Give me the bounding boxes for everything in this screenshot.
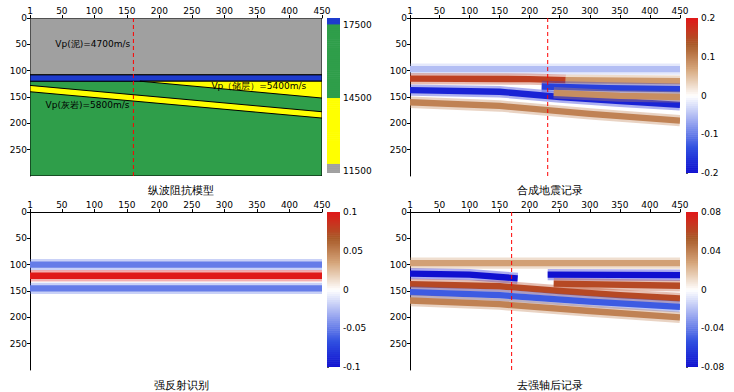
svg-text:0: 0 — [401, 207, 407, 217]
svg-text:0: 0 — [701, 91, 707, 101]
svg-text:1: 1 — [27, 200, 33, 210]
svg-text:纵波阻抗模型: 纵波阻抗模型 — [148, 184, 214, 197]
svg-text:200: 200 — [151, 200, 168, 210]
svg-text:300: 300 — [216, 6, 233, 16]
svg-text:450: 450 — [671, 200, 688, 210]
svg-text:1: 1 — [407, 200, 413, 210]
svg-text:强反射识别: 强反射识别 — [154, 379, 209, 392]
svg-text:200: 200 — [10, 118, 27, 128]
svg-text:合成地震记录: 合成地震记录 — [517, 184, 583, 197]
svg-text:17500: 17500 — [343, 20, 372, 30]
svg-text:-0.04: -0.04 — [701, 323, 725, 333]
svg-text:0.2: 0.2 — [701, 13, 715, 23]
svg-text:50: 50 — [16, 233, 28, 243]
svg-text:150: 150 — [118, 200, 135, 210]
svg-text:0.08: 0.08 — [701, 207, 721, 217]
svg-text:300: 300 — [216, 200, 233, 210]
svg-text:-0.2: -0.2 — [701, 168, 719, 178]
svg-text:1: 1 — [27, 6, 33, 16]
svg-text:50: 50 — [396, 233, 408, 243]
svg-text:150: 150 — [118, 6, 135, 16]
svg-text:350: 350 — [611, 6, 628, 16]
svg-text:150: 150 — [10, 286, 27, 296]
svg-text:450: 450 — [313, 6, 330, 16]
svg-text:150: 150 — [491, 6, 508, 16]
svg-text:400: 400 — [281, 6, 298, 16]
svg-text:250: 250 — [390, 145, 407, 155]
svg-text:14500: 14500 — [343, 93, 372, 103]
svg-text:50: 50 — [396, 39, 408, 49]
svg-text:150: 150 — [10, 92, 27, 102]
svg-text:250: 250 — [183, 200, 200, 210]
svg-text:150: 150 — [390, 286, 407, 296]
svg-text:200: 200 — [10, 312, 27, 322]
svg-text:Vp(灰岩)=5800m/s: Vp(灰岩)=5800m/s — [46, 100, 130, 110]
svg-text:200: 200 — [521, 6, 538, 16]
svg-text:0.04: 0.04 — [701, 246, 721, 256]
svg-text:250: 250 — [10, 145, 27, 155]
svg-text:100: 100 — [461, 200, 478, 210]
svg-text:250: 250 — [390, 339, 407, 349]
svg-text:100: 100 — [10, 260, 27, 270]
svg-text:300: 300 — [581, 6, 598, 16]
svg-text:-0.05: -0.05 — [343, 323, 366, 333]
svg-text:100: 100 — [10, 66, 27, 76]
svg-text:50: 50 — [56, 200, 68, 210]
svg-text:150: 150 — [390, 92, 407, 102]
svg-text:100: 100 — [461, 6, 478, 16]
svg-text:100: 100 — [86, 200, 103, 210]
svg-text:50: 50 — [434, 6, 446, 16]
svg-text:350: 350 — [611, 200, 628, 210]
svg-text:1: 1 — [407, 6, 413, 16]
svg-text:100: 100 — [390, 66, 407, 76]
svg-text:250: 250 — [10, 339, 27, 349]
svg-text:去强轴后记录: 去强轴后记录 — [517, 379, 583, 392]
svg-text:Vp（储层）=5400m/s: Vp（储层）=5400m/s — [211, 81, 306, 91]
svg-text:0: 0 — [401, 13, 407, 23]
svg-text:300: 300 — [581, 200, 598, 210]
svg-text:150: 150 — [491, 200, 508, 210]
svg-text:Vp(泥)=4700m/s: Vp(泥)=4700m/s — [55, 39, 130, 49]
svg-text:0.1: 0.1 — [701, 52, 715, 62]
svg-text:0: 0 — [701, 285, 707, 295]
svg-text:450: 450 — [671, 6, 688, 16]
svg-text:0: 0 — [343, 285, 349, 295]
svg-text:0.1: 0.1 — [343, 207, 357, 217]
svg-text:-0.1: -0.1 — [701, 129, 719, 139]
svg-text:400: 400 — [641, 6, 658, 16]
svg-text:400: 400 — [641, 200, 658, 210]
svg-text:0: 0 — [21, 207, 27, 217]
svg-text:100: 100 — [86, 6, 103, 16]
svg-text:50: 50 — [434, 200, 446, 210]
svg-text:100: 100 — [390, 260, 407, 270]
svg-text:250: 250 — [551, 200, 568, 210]
svg-text:-0.08: -0.08 — [701, 362, 725, 372]
svg-text:0: 0 — [21, 13, 27, 23]
svg-text:11500: 11500 — [343, 166, 372, 176]
svg-text:200: 200 — [390, 312, 407, 322]
svg-text:350: 350 — [248, 6, 265, 16]
svg-text:200: 200 — [521, 200, 538, 210]
svg-text:0.05: 0.05 — [343, 246, 363, 256]
svg-text:50: 50 — [16, 39, 28, 49]
svg-text:250: 250 — [551, 6, 568, 16]
svg-text:350: 350 — [248, 200, 265, 210]
svg-text:50: 50 — [56, 6, 68, 16]
svg-text:400: 400 — [281, 200, 298, 210]
svg-text:450: 450 — [313, 200, 330, 210]
svg-text:-0.1: -0.1 — [343, 362, 361, 372]
svg-text:200: 200 — [151, 6, 168, 16]
svg-text:250: 250 — [183, 6, 200, 16]
svg-text:200: 200 — [390, 118, 407, 128]
